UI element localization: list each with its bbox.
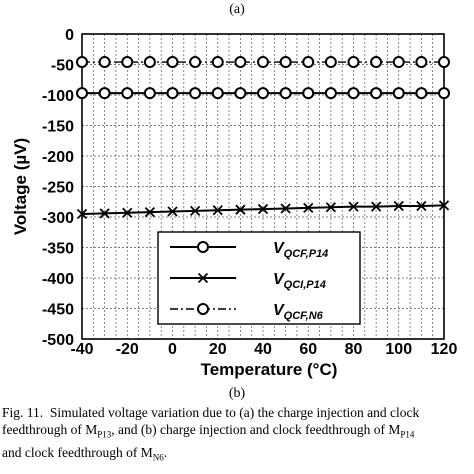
series-1-point <box>235 204 246 215</box>
series-1-point <box>144 206 156 218</box>
legend-label-2: VQCF,N6 <box>273 302 324 322</box>
series-0-point <box>347 87 360 100</box>
caption-line2a: feedthrough of M <box>2 422 98 437</box>
series-0-point <box>189 87 202 100</box>
series-0-point <box>302 87 315 100</box>
series-0-point <box>324 87 337 100</box>
panel-label-b: (b) <box>228 386 246 401</box>
series-2-point <box>438 56 450 69</box>
series-0-point <box>143 87 156 100</box>
series-1-point <box>393 200 404 212</box>
x-tick-label: 80 <box>345 341 363 358</box>
series-2-point <box>189 56 202 69</box>
series-1-point <box>280 203 291 214</box>
series-1-point <box>212 205 223 216</box>
series-2-point <box>166 56 179 69</box>
y-tick-label: -500 <box>42 332 74 349</box>
series-2-point <box>370 56 383 69</box>
series-1-point <box>370 201 382 212</box>
series-1-point <box>99 208 110 219</box>
caption-line1: Simulated voltage variation due to (a) t… <box>49 405 420 420</box>
caption-line3b: . <box>163 444 168 460</box>
series-1-point <box>122 207 133 218</box>
plot-frame <box>81 33 445 340</box>
series-0-point <box>76 87 88 100</box>
x-axis-label: Temperature (°C) <box>201 360 338 379</box>
caption-sub-p13: P13 <box>97 429 112 440</box>
x-tick-label: 120 <box>431 341 458 358</box>
x-tick-label: 20 <box>209 341 227 358</box>
y-tick-label: -400 <box>42 271 74 288</box>
series-0-point <box>415 87 428 100</box>
y-tick-label: -450 <box>42 302 74 319</box>
y-tick-label: -250 <box>42 180 74 197</box>
caption-fig-number: Fig. 11. <box>2 405 44 420</box>
legend-marker-2 <box>197 303 209 315</box>
series-0-point <box>370 87 383 100</box>
series-2-point <box>234 56 247 69</box>
series-2-point <box>211 56 224 69</box>
x-tick-label: -20 <box>116 341 139 358</box>
y-tick-label: -200 <box>42 149 74 166</box>
series-1-point <box>257 203 269 215</box>
series-2-point <box>121 56 134 69</box>
y-tick-label: 0 <box>65 27 74 44</box>
legend-label-0: VQCF,P14 <box>273 240 328 260</box>
series-2-point <box>415 56 428 69</box>
x-tick-label: 0 <box>168 341 177 358</box>
x-tick-label: 40 <box>254 341 272 358</box>
series-1-point <box>189 205 201 217</box>
series-1-point <box>438 200 450 211</box>
series-0-point <box>234 87 247 100</box>
figure-caption: Fig. 11. Simulated voltage variation due… <box>2 404 472 466</box>
series-2-point <box>98 56 111 69</box>
y-tick-label: -150 <box>42 119 74 136</box>
x-tick-label: 100 <box>385 341 412 358</box>
series-1-point <box>416 200 427 212</box>
series-0-point <box>211 87 224 100</box>
series-0-point <box>279 87 292 100</box>
legend-marker-0 <box>197 241 209 253</box>
series-2-point <box>392 56 405 69</box>
series-2-point <box>302 56 315 69</box>
series-1-point <box>76 208 88 220</box>
y-tick-label: -350 <box>42 241 74 258</box>
series-0-point <box>438 87 450 100</box>
y-tick-label: -300 <box>42 210 74 227</box>
series-2-point <box>257 56 269 69</box>
x-tick-label: -40 <box>70 341 93 358</box>
series-0-point <box>121 87 134 100</box>
series-2-point <box>347 56 360 69</box>
caption-sub-n6: N6 <box>152 452 164 463</box>
series-1-point <box>325 202 337 213</box>
y-tick-label: -100 <box>42 88 74 105</box>
y-tick-label: -50 <box>51 58 74 75</box>
series-2-point <box>324 56 337 69</box>
series-2-point <box>76 56 88 69</box>
caption-line3a: and clock feedthrough of M <box>2 444 153 460</box>
caption-sub-p14: P14 <box>400 429 415 440</box>
series-1-point <box>167 206 178 217</box>
series-0-point <box>98 87 111 100</box>
legend-marker-1 <box>197 272 209 284</box>
series-2-point <box>279 56 292 69</box>
series-2-point <box>143 56 156 69</box>
series-1-point <box>303 202 314 213</box>
series-0-point <box>257 87 269 100</box>
panel-label-a: (a) <box>229 2 245 17</box>
y-axis-label: Voltage (µV) <box>11 138 30 235</box>
series-0-point <box>166 87 179 100</box>
caption-line2b: , and (b) charge injection and clock fee… <box>111 422 401 437</box>
voltage-chart: 0-50-100-150-200-250-300-350-400-450-500… <box>11 27 458 379</box>
series-1-point <box>348 201 359 212</box>
x-tick-label: 60 <box>299 341 317 358</box>
legend-label-1: VQCI,P14 <box>273 271 326 291</box>
series-0-point <box>392 87 405 100</box>
